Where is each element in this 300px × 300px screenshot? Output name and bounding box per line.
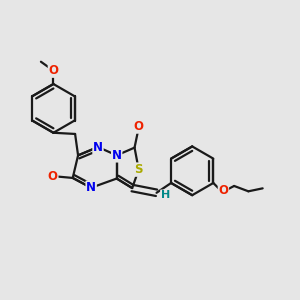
Text: H: H	[161, 190, 170, 200]
Text: S: S	[134, 163, 143, 176]
Text: O: O	[218, 184, 228, 197]
Text: O: O	[48, 170, 58, 183]
Text: O: O	[48, 64, 59, 77]
Text: N: N	[93, 140, 103, 154]
Text: N: N	[112, 149, 122, 162]
Text: N: N	[86, 181, 96, 194]
Text: O: O	[133, 120, 143, 133]
